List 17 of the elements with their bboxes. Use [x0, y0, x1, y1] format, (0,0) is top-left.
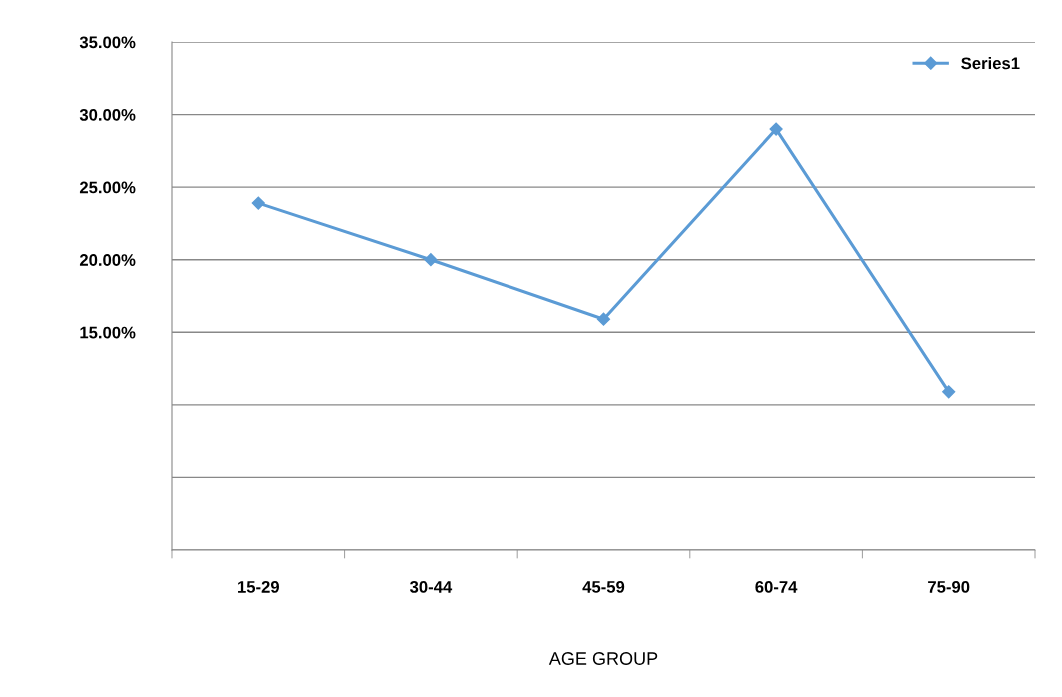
- legend-label: Series1: [961, 57, 1020, 70]
- x-axis-title: AGE GROUP: [548, 652, 658, 665]
- y-tick-label: 35.00%: [79, 36, 136, 49]
- x-tick-label: 15-29: [238, 581, 279, 593]
- point: [251, 196, 265, 210]
- x-tick-label: 60-74: [755, 581, 798, 593]
- y-tick-label: 25.00%: [79, 181, 136, 194]
- x-tick-label: 75-90: [928, 581, 970, 593]
- y-tick-label: 30.00%: [79, 108, 136, 121]
- y-tick-label: 20.00%: [79, 254, 136, 266]
- point: [596, 312, 611, 326]
- y-tick-label: 15.00%: [80, 326, 136, 339]
- x-tick-label: 45-59: [582, 581, 625, 593]
- x-tick-label: 30-44: [409, 581, 453, 593]
- point: [942, 385, 956, 399]
- point: [769, 122, 783, 136]
- point: [424, 253, 438, 267]
